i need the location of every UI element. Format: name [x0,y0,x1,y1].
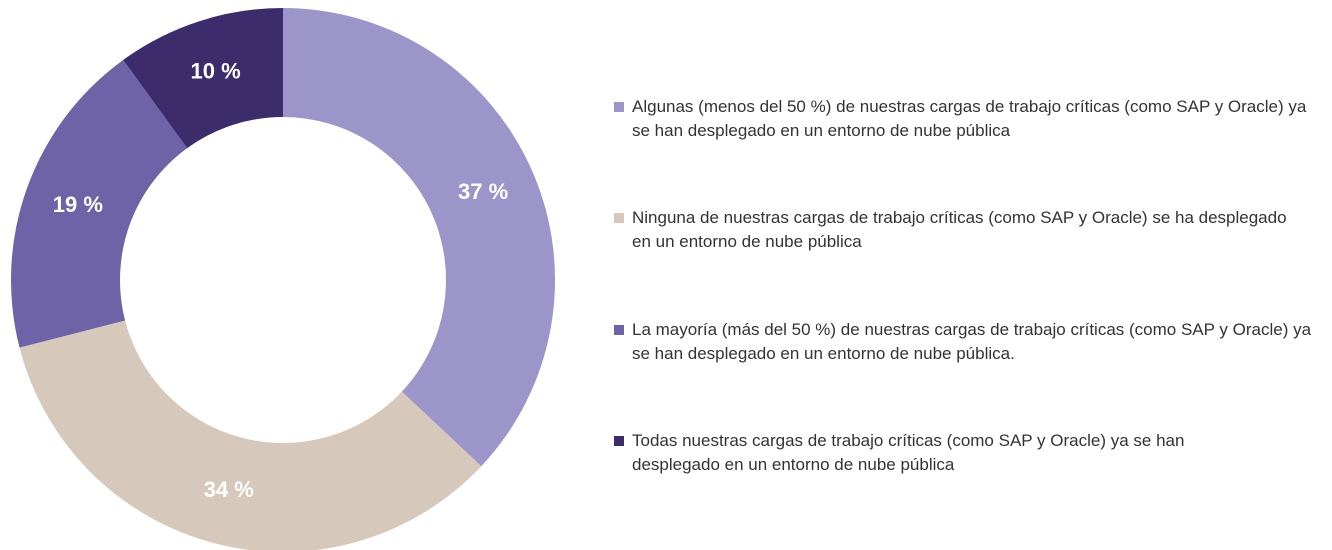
slice [11,59,188,348]
legend-item: Algunas (menos del 50 %) de nuestras car… [614,95,1314,143]
legend-label: La mayoría (más del 50 %) de nuestras ca… [632,320,1312,363]
slice-label: 34 % [204,477,254,502]
slice-label: 10 % [191,58,241,83]
legend-item: Todas nuestras cargas de trabajo crítica… [614,429,1214,477]
legend-item: La mayoría (más del 50 %) de nuestras ca… [614,318,1319,366]
slice-label: 19 % [53,192,103,217]
legend-label: Ninguna de nuestras cargas de trabajo cr… [632,208,1287,251]
slice [19,320,482,550]
legend-item: Ninguna de nuestras cargas de trabajo cr… [614,206,1304,254]
legend-swatch [614,436,624,446]
legend-swatch [614,325,624,335]
slice-label: 37 % [458,179,508,204]
legend-swatch [614,102,624,112]
legend-label: Todas nuestras cargas de trabajo crítica… [632,431,1185,474]
slice [283,8,556,467]
slice [123,8,284,149]
legend-label: Algunas (menos del 50 %) de nuestras car… [632,97,1307,140]
legend-swatch [614,213,624,223]
